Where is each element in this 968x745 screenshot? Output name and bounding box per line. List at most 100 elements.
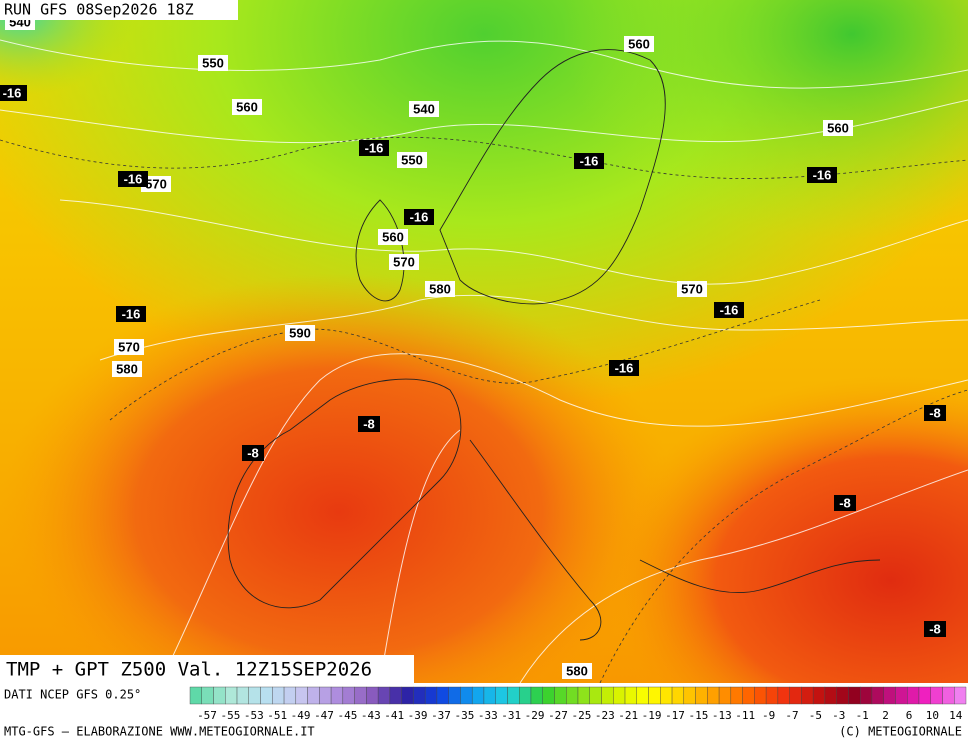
- color-swatch: [660, 686, 673, 705]
- height-box: [397, 152, 427, 168]
- color-swatch: [366, 686, 379, 705]
- caption: TMP + GPT Z500 Val. 12Z15SEP2026: [6, 659, 372, 681]
- color-swatch: [730, 686, 743, 705]
- scale-label: -11: [735, 709, 755, 722]
- scale-label: -31: [501, 709, 521, 722]
- height-box: [114, 339, 144, 355]
- height-box: [285, 325, 315, 341]
- scale-label: -43: [361, 709, 381, 722]
- scale-label: 14: [949, 709, 963, 722]
- color-swatch: [272, 686, 285, 705]
- color-swatch: [519, 686, 532, 705]
- height-label: 570: [681, 281, 703, 296]
- color-swatch: [942, 686, 955, 705]
- temp-box: [404, 209, 434, 225]
- height-label: 560: [628, 36, 650, 51]
- color-swatch: [354, 686, 367, 705]
- scale-label: -1: [856, 709, 869, 722]
- height-box: [232, 99, 262, 115]
- color-swatch: [671, 686, 685, 705]
- color-swatch: [483, 686, 496, 705]
- color-swatch: [601, 686, 614, 705]
- color-swatch: [930, 686, 943, 705]
- color-swatch: [848, 686, 861, 705]
- color-swatch: [377, 686, 391, 705]
- temp-box: [807, 167, 837, 183]
- height-label: 540: [413, 101, 435, 116]
- scale-label: 6: [906, 709, 913, 722]
- temp-box: [609, 360, 639, 376]
- color-swatch: [824, 686, 837, 705]
- height-label: 570: [118, 339, 140, 354]
- color-swatch: [401, 686, 414, 705]
- color-swatch: [883, 686, 896, 705]
- temp-label: -16: [615, 360, 634, 375]
- run-box: [0, 0, 238, 20]
- color-swatch: [636, 686, 649, 705]
- footer-right: (C) METEOGIORNALE: [839, 725, 962, 739]
- scale-label: -57: [197, 709, 217, 722]
- color-swatch: [460, 686, 473, 705]
- color-swatch: [765, 686, 779, 705]
- color-swatch: [389, 686, 402, 705]
- scale-label: -29: [525, 709, 545, 722]
- scale-label: -23: [595, 709, 615, 722]
- height-box: [562, 663, 592, 679]
- temp-label: -16: [580, 153, 599, 168]
- height-label: 560: [382, 229, 404, 244]
- color-swatch: [613, 686, 626, 705]
- color-swatch: [260, 686, 273, 705]
- color-swatch: [718, 686, 732, 705]
- temp-box: [118, 171, 148, 187]
- temp-box: [574, 153, 604, 169]
- color-swatch: [424, 686, 438, 705]
- temp-box: [834, 495, 856, 511]
- color-swatch: [542, 686, 555, 705]
- color-swatch: [248, 686, 261, 705]
- height-label: 590: [289, 325, 311, 340]
- scale-label: -55: [220, 709, 240, 722]
- color-swatch: [330, 686, 344, 705]
- color-swatch: [648, 686, 661, 705]
- scale-label: -13: [712, 709, 732, 722]
- color-swatch: [413, 686, 426, 705]
- color-swatch: [695, 686, 708, 705]
- height-box: [409, 101, 439, 117]
- temp-label: -8: [363, 416, 375, 431]
- temp-label: -8: [929, 405, 941, 420]
- height-box: [378, 229, 408, 245]
- color-swatch: [342, 686, 355, 705]
- temp-label: -16: [813, 167, 832, 182]
- color-swatch: [283, 686, 297, 705]
- color-swatch: [307, 686, 320, 705]
- color-swatch: [189, 686, 202, 705]
- temp-label: -16: [3, 85, 22, 100]
- color-swatch: [319, 686, 332, 705]
- color-swatch: [448, 686, 461, 705]
- temp-box: [242, 445, 264, 461]
- color-swatch: [554, 686, 567, 705]
- scale-label: -27: [548, 709, 568, 722]
- temp-box: [0, 85, 27, 101]
- temp-label: -16: [410, 209, 429, 224]
- color-swatch: [213, 686, 226, 705]
- scale-label: -33: [478, 709, 498, 722]
- footer-left: MTG-GFS — ELABORAZIONE WWW.METEOGIORNALE…: [4, 725, 315, 739]
- color-swatch: [742, 686, 755, 705]
- color-swatch: [754, 686, 767, 705]
- color-swatch: [225, 686, 238, 705]
- color-swatch: [201, 686, 214, 705]
- height-label: 580: [116, 361, 138, 376]
- legend-source: DATI NCEP GFS 0.25°: [4, 688, 141, 702]
- height-box: [141, 176, 171, 192]
- color-bar: -57 -55 -53 -51 -49 -47 -45 -43 -41 -39 -37 -35 -33-…: [189, 686, 967, 722]
- scale-label: -9: [762, 709, 775, 722]
- scale-label: -7: [785, 709, 798, 722]
- height-label: 570: [393, 254, 415, 269]
- color-swatch: [836, 686, 849, 705]
- height-label: 550: [401, 152, 423, 167]
- scale-label: -39: [408, 709, 428, 722]
- scale-label: -47: [314, 709, 334, 722]
